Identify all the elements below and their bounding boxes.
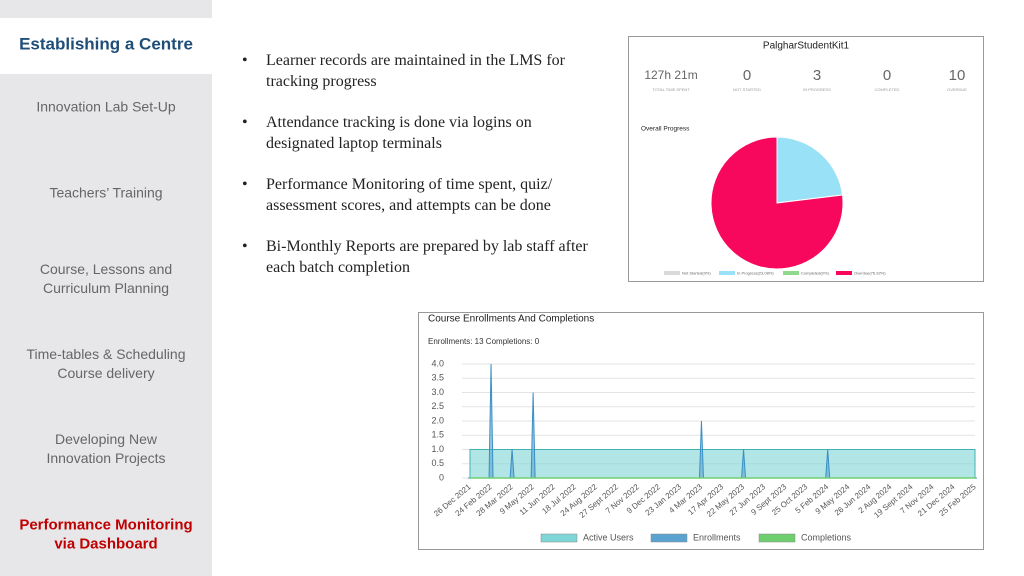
stat-label: NOT STARTED [733,87,761,92]
y-tick-label: 0 [439,472,444,482]
stat-value: 0 [883,67,891,84]
sidebar-item: via Dashboard [54,535,157,552]
sidebar-item: Performance Monitoring [19,516,192,533]
y-tick-label: 0.5 [431,458,444,468]
stat-value: 127h 21m [644,68,697,82]
stat-label: TOTAL TIME SPENT [652,87,690,92]
dashboard-title: PalgharStudentKit1 [763,41,850,52]
legend-label: In Progress(23.08%) [737,271,774,276]
area [469,449,976,479]
y-tick-label: 3.0 [431,387,444,397]
sidebar [0,0,212,576]
active-item-bg [0,18,212,74]
sidebar-item: Teachers’ Training [49,185,162,201]
stat-value: 0 [743,67,751,84]
legend-swatch [719,271,735,275]
y-tick-label: 4.0 [431,358,444,368]
legend-swatch [836,271,852,275]
legend-swatch [783,271,799,275]
y-tick-label: 2.5 [431,401,444,411]
pie-title: Overall Progress [641,126,690,133]
legend-swatch [650,533,688,543]
legend-label: Active Users [583,532,634,542]
bullet: Learner records are maintained in the LM… [240,50,600,92]
legend-label: Completions [801,532,852,542]
sidebar-item: Innovation Projects [46,450,165,466]
chart-title: Course Enrollments And Completions [428,314,594,325]
y-tick-label: 1.0 [431,444,444,454]
bullet: Attendance tracking is done via logins o… [240,112,600,154]
legend-swatch [758,533,796,543]
y-tick-label: 2.0 [431,415,444,425]
legend-swatch [540,533,578,543]
legend-label: Overdue(76.92%) [854,271,886,276]
legend-label: Enrollments [693,532,741,542]
sidebar-item: Course, Lessons and [40,261,172,277]
stat-value: 10 [949,67,966,84]
pie-slice [776,136,844,204]
bullet: Bi-Monthly Reports are prepared by lab s… [240,236,600,278]
sidebar-item: Curriculum Planning [43,280,169,296]
stat-value: 3 [813,67,821,84]
legend-swatch [664,271,680,275]
pie-slice [710,136,844,270]
bullet-list: Learner records are maintained in the LM… [240,50,600,298]
bullet: Performance Monitoring of time spent, qu… [240,174,600,216]
y-tick-label: 1.5 [431,430,444,440]
sidebar-item: Time-tables & Scheduling [26,346,185,362]
stat-label: COMPLETED [875,87,900,92]
legend-label: Completed(0%) [801,271,829,276]
sidebar-item: Establishing a Centre [19,34,193,53]
legend-label: Not Started(0%) [682,271,711,276]
stat-label: IN PROGRESS [803,87,831,92]
sidebar-item: Course delivery [57,365,154,381]
stat-label: OVERDUE [947,87,967,92]
y-tick-label: 3.5 [431,373,444,383]
chart-subtitle: Enrollments: 13 Completions: 0 [428,337,540,346]
sidebar-item: Developing New [55,431,158,447]
sidebar-item: Innovation Lab Set-Up [36,99,176,115]
